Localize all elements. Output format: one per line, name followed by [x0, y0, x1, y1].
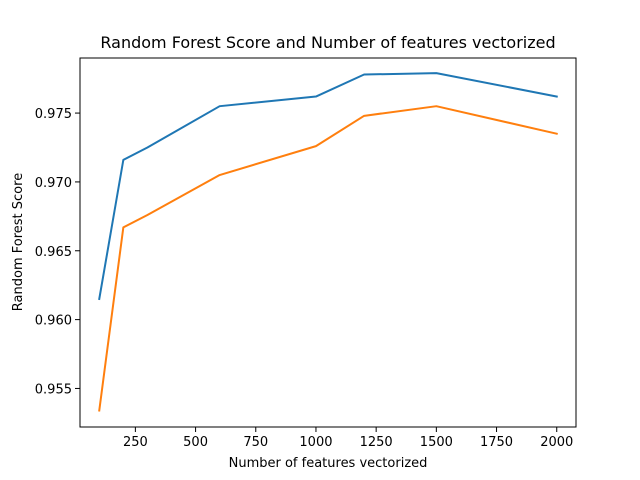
- series-line-2: [98, 105, 558, 412]
- x-axis-label: Number of features vectorized: [229, 456, 428, 471]
- x-tick-label: 1000: [299, 435, 332, 450]
- y-axis-label: Random Forest Score: [11, 173, 26, 311]
- x-tick-label: 500: [183, 435, 208, 450]
- x-tick-label: 750: [243, 435, 268, 450]
- y-tick-label: 0.960: [35, 314, 72, 329]
- x-tick-label: 1500: [420, 435, 453, 450]
- y-tick-label: 0.955: [35, 382, 72, 397]
- chart-title: Random Forest Score and Number of featur…: [100, 33, 555, 52]
- plot-area: 250 500 750 1000 1250 1500 1750 2000 0.955 0.960 0…: [35, 57, 577, 450]
- y-tick-label: 0.965: [35, 245, 72, 260]
- series-line-1: [98, 72, 558, 301]
- y-tick-label: 0.975: [35, 107, 72, 122]
- plot-frame: [79, 57, 577, 428]
- x-tick-label: 1750: [480, 435, 513, 450]
- x-tick-label: 250: [123, 435, 148, 450]
- x-tick-label: 2000: [540, 435, 573, 450]
- x-tick-label: 1250: [360, 435, 393, 450]
- y-tick-label: 0.970: [35, 176, 72, 191]
